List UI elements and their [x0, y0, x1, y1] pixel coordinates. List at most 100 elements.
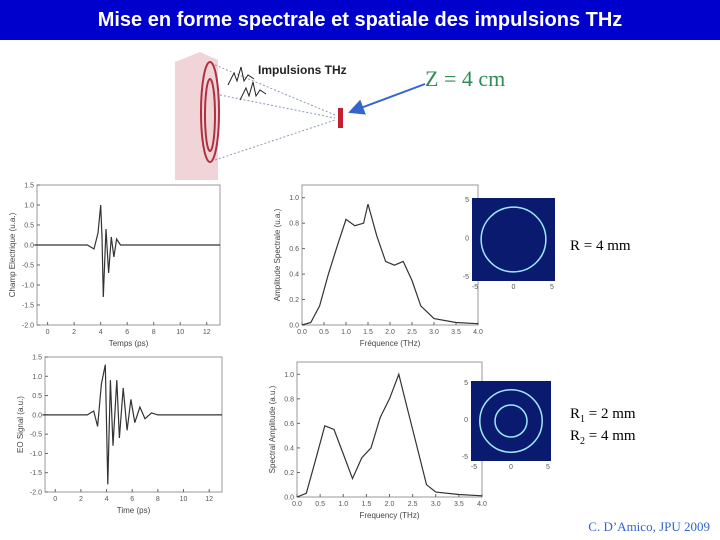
y-tick-label: 0.6 — [284, 421, 294, 428]
x-tick-label: 2.0 — [385, 329, 395, 336]
x-axis-label: Fréquence (THz) — [360, 339, 421, 348]
field-image — [471, 381, 551, 461]
x-tick-label: 10 — [176, 329, 184, 336]
data-line — [34, 204, 220, 298]
y-tick-label: 1.5 — [24, 183, 34, 190]
slide-title: Mise en forme spectrale et spatiale des … — [0, 0, 720, 40]
setup-diagram: Impulsions THz Z = 4 cm — [175, 52, 505, 180]
x-tick-label: 3.5 — [454, 501, 464, 508]
caption-rest: = 2 mm — [585, 406, 636, 422]
y-tick-label: 1.5 — [32, 355, 42, 362]
y-tick-label: 0.6 — [289, 246, 299, 253]
field-image — [472, 198, 555, 281]
y-tick-label: 0.4 — [284, 445, 294, 452]
caption: R2 = 4 mm — [570, 428, 636, 447]
y-tick-label: 0.4 — [289, 272, 299, 279]
image-y-tick: 5 — [464, 380, 468, 387]
image-x-tick: -5 — [472, 284, 478, 291]
x-tick-label: 0 — [46, 329, 50, 336]
caption: R1 = 2 mm — [570, 406, 636, 425]
image-y-tick: 5 — [465, 197, 469, 204]
x-tick-label: 0.5 — [319, 329, 329, 336]
ring — [480, 206, 547, 273]
data-line — [296, 372, 483, 498]
y-tick-label: -0.5 — [30, 432, 42, 439]
caption-main: R = 4 mm — [570, 238, 631, 254]
plot-frame — [301, 184, 479, 326]
x-tick-label: 8 — [152, 329, 156, 336]
y-tick-label: -2.0 — [22, 323, 34, 330]
ring-inner — [204, 78, 216, 152]
x-tick-label: 0 — [53, 496, 57, 503]
x-tick-label: 2 — [79, 496, 83, 503]
detector — [338, 108, 343, 128]
x-tick-label: 0.5 — [315, 501, 325, 508]
caption: R = 4 mm — [570, 238, 631, 254]
beam-line — [214, 119, 336, 161]
caption-sub: 1 — [580, 414, 585, 425]
image-x-tick: -5 — [471, 464, 477, 471]
x-tick-label: 4.0 — [477, 501, 487, 508]
x-tick-label: 3.0 — [431, 501, 441, 508]
pulse-icon — [227, 66, 255, 86]
x-tick-label: 6 — [125, 329, 129, 336]
image-x-tick: 5 — [550, 284, 554, 291]
x-tick-label: 10 — [180, 496, 188, 503]
plot-frame — [44, 356, 223, 493]
distance-label: Z = 4 cm — [425, 66, 505, 91]
y-tick-label: 0.2 — [284, 470, 294, 477]
y-tick-label: -1.5 — [30, 470, 42, 477]
x-tick-label: 1.0 — [338, 501, 348, 508]
image-y-tick: 0 — [465, 236, 469, 243]
y-tick-label: -0.5 — [22, 263, 34, 270]
y-tick-label: 0.8 — [289, 221, 299, 228]
beam-line — [219, 94, 336, 119]
data-line — [42, 364, 222, 485]
y-tick-label: -2.0 — [30, 490, 42, 497]
image-x-tick: 0 — [509, 464, 513, 471]
x-tick-label: 12 — [205, 496, 213, 503]
y-axis-label: Spectral Amplitude (a.u.) — [268, 385, 277, 473]
x-axis-label: Frequency (THz) — [359, 511, 419, 520]
y-axis-label: Amplitude Spectrale (u.a.) — [273, 208, 282, 301]
y-tick-label: 0.0 — [284, 495, 294, 502]
y-tick-label: 1.0 — [24, 203, 34, 210]
caption-rest: = 4 mm — [585, 428, 636, 444]
data-line — [301, 203, 479, 326]
caption-main: R — [570, 428, 580, 444]
x-tick-label: 3.0 — [429, 329, 439, 336]
y-tick-label: 0.5 — [24, 223, 34, 230]
x-tick-label: 4 — [105, 496, 109, 503]
x-axis-label: Temps (ps) — [109, 339, 149, 348]
x-tick-label: 2.0 — [385, 501, 395, 508]
x-tick-label: 1.0 — [341, 329, 351, 336]
y-tick-label: 0.2 — [289, 297, 299, 304]
ring-outer — [200, 61, 220, 163]
x-tick-label: 1.5 — [363, 329, 373, 336]
y-tick-label: 0.8 — [284, 396, 294, 403]
pulse-icon — [239, 81, 267, 101]
x-tick-label: 2 — [72, 329, 76, 336]
image-x-tick: 5 — [546, 464, 550, 471]
beam-line — [214, 64, 336, 116]
x-axis-label: Time (ps) — [117, 506, 151, 515]
y-tick-label: 0.0 — [289, 323, 299, 330]
caption-sub: 2 — [580, 436, 585, 447]
y-tick-label: -1.0 — [22, 283, 34, 290]
image-x-tick: 0 — [512, 284, 516, 291]
y-tick-label: -1.0 — [30, 451, 42, 458]
pulse-label: Impulsions THz — [258, 63, 347, 77]
x-tick-label: 4.0 — [473, 329, 483, 336]
x-tick-label: 1.5 — [362, 501, 372, 508]
y-tick-label: 0.0 — [32, 412, 42, 419]
y-axis-label: EO Signal (a.u.) — [16, 396, 25, 453]
x-tick-label: 8 — [156, 496, 160, 503]
x-tick-label: 12 — [203, 329, 211, 336]
image-y-tick: -5 — [462, 454, 468, 461]
caption-main: R — [570, 406, 580, 422]
x-tick-label: 6 — [130, 496, 134, 503]
plot-frame — [296, 361, 483, 498]
y-tick-label: 1.0 — [284, 372, 294, 379]
